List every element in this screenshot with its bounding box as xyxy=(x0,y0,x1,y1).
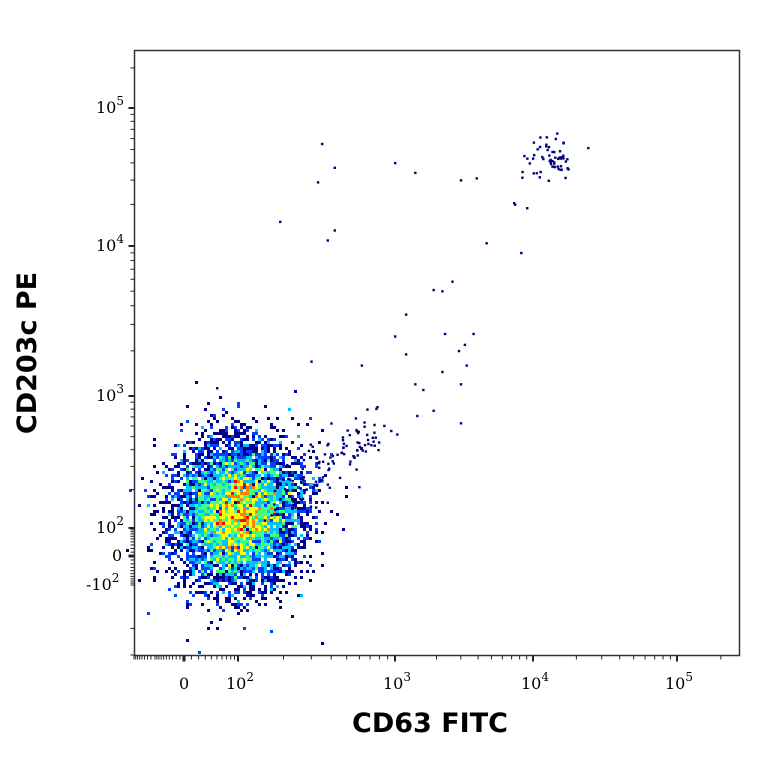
y-tick-label: 0 xyxy=(112,546,123,565)
y-axis-ticks xyxy=(128,67,135,656)
x-tick-label: 104 xyxy=(521,670,549,693)
y-tick-label: 105 xyxy=(96,94,124,117)
x-tick-label: 103 xyxy=(383,670,411,693)
x-tick-label: 105 xyxy=(665,670,693,693)
x-tick-label: 102 xyxy=(226,670,254,693)
event-dots xyxy=(126,132,590,654)
y-tick-label: 104 xyxy=(96,232,124,255)
y-tick-label: 103 xyxy=(96,382,124,405)
x-axis-ticks xyxy=(133,655,722,662)
y-tick-label: -102 xyxy=(86,571,120,594)
y-axis-label: CD203c PE xyxy=(12,271,43,435)
x-tick-label: 0 xyxy=(179,674,190,693)
y-tick-label: 102 xyxy=(96,514,124,537)
x-axis-label: CD63 FITC xyxy=(352,708,508,739)
